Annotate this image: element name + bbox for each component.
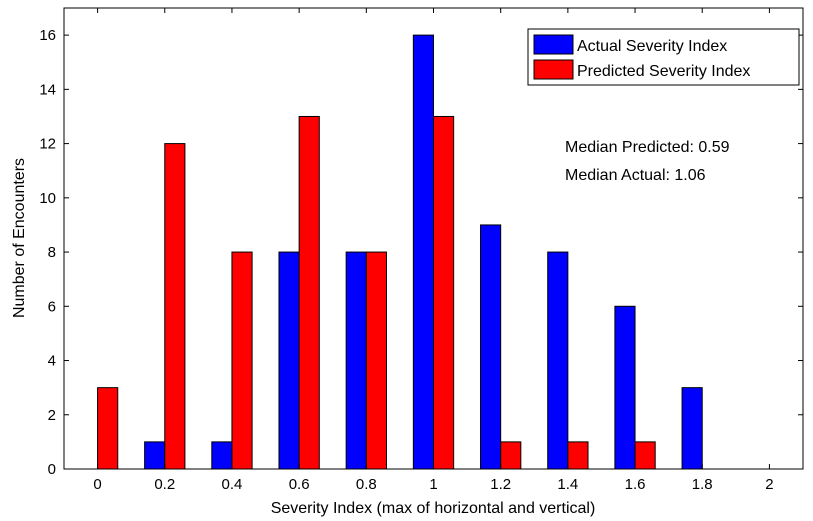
annotation-median-predicted: Median Predicted: 0.59	[565, 139, 730, 156]
y-tick-label: 0	[48, 461, 56, 478]
bar-actual-0.4	[211, 441, 233, 470]
y-tick-label: 10	[39, 190, 56, 207]
bar-predicted-1.6	[634, 441, 656, 470]
bar-actual-1.4	[547, 251, 569, 470]
bars-group	[97, 34, 703, 470]
x-tick-label: 1.8	[692, 476, 713, 493]
y-axis-label: Number of Encounters	[11, 158, 28, 318]
x-tick-label: 1	[429, 476, 437, 493]
x-tick-label: 0.2	[154, 476, 175, 493]
bar-actual-0.8	[345, 251, 367, 470]
x-tick-label: 1.2	[490, 476, 511, 493]
y-tick-label: 8	[48, 244, 56, 261]
x-tick-label: 0.6	[289, 476, 310, 493]
bar-predicted-0.4	[231, 251, 253, 470]
x-tick-label: 1.4	[557, 476, 578, 493]
x-axis-label: Severity Index (max of horizontal and ve…	[271, 500, 596, 517]
x-tick-label: 1.6	[625, 476, 646, 493]
y-tick-label: 4	[48, 353, 56, 370]
legend-swatch-predicted	[533, 59, 574, 80]
bar-actual-0.2	[144, 441, 166, 470]
bar-predicted-0.6	[298, 115, 320, 470]
x-tick-label: 2	[765, 476, 773, 493]
plot-frame	[63, 7, 804, 470]
bar-predicted-1.2	[500, 441, 522, 470]
y-tick-label: 6	[48, 298, 56, 315]
bar-predicted-0.8	[365, 251, 387, 470]
bar-predicted-0	[97, 387, 119, 470]
bar-predicted-1	[433, 115, 455, 470]
y-tick-label: 14	[39, 81, 56, 98]
y-tick-label: 2	[48, 407, 56, 424]
ticks-group: 0 0.2 0.4 0.6 0.8 1 1.2 1.4 1.6 1.8 2 0 2 4 6 8 10 12 14 16	[39, 8, 803, 493]
bar-actual-0.6	[278, 251, 300, 470]
bar-predicted-1.4	[567, 441, 589, 470]
bar-actual-1.6	[614, 305, 636, 470]
bar-actual-1	[412, 34, 435, 470]
legend-swatch-actual	[533, 34, 574, 55]
x-tick-label: 0.4	[222, 476, 243, 493]
bar-actual-1.2	[480, 224, 502, 470]
legend: Actual Severity Index Predicted Severity…	[527, 28, 800, 86]
legend-label-predicted: Predicted Severity Index	[577, 63, 750, 80]
bar-actual-1.8	[681, 387, 703, 470]
x-tick-label: 0.8	[356, 476, 377, 493]
y-tick-label: 16	[39, 27, 56, 44]
legend-label-actual: Actual Severity Index	[577, 38, 727, 55]
x-tick-label: 0	[93, 476, 101, 493]
annotation-median-actual: Median Actual: 1.06	[565, 167, 706, 184]
y-tick-label: 12	[39, 136, 56, 153]
bar-predicted-0.2	[164, 143, 186, 470]
